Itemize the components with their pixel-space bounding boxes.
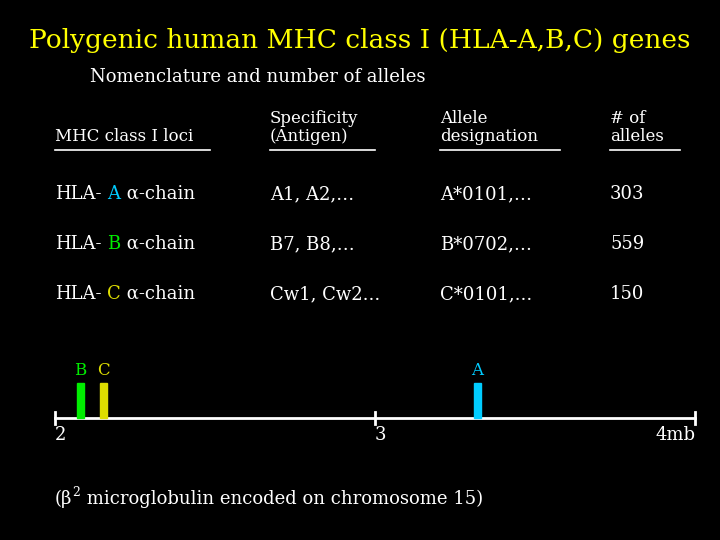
Text: α-chain: α-chain bbox=[121, 285, 195, 303]
Text: Polygenic human MHC class I (HLA-A,B,C) genes: Polygenic human MHC class I (HLA-A,B,C) … bbox=[30, 28, 690, 53]
Text: microglobulin encoded on chromosome 15): microglobulin encoded on chromosome 15) bbox=[81, 490, 483, 508]
Text: Specificity: Specificity bbox=[270, 110, 359, 127]
Text: A: A bbox=[472, 362, 483, 379]
Text: 4mb: 4mb bbox=[655, 426, 695, 444]
Text: HLA-: HLA- bbox=[55, 285, 102, 303]
Text: α-chain: α-chain bbox=[121, 185, 195, 203]
Text: B*0702,…: B*0702,… bbox=[440, 235, 532, 253]
Text: B7, B8,…: B7, B8,… bbox=[270, 235, 355, 253]
Text: A: A bbox=[107, 185, 120, 203]
Text: Cw1, Cw2...: Cw1, Cw2... bbox=[270, 285, 380, 303]
Text: designation: designation bbox=[440, 128, 538, 145]
Text: B: B bbox=[107, 235, 120, 253]
Text: 3: 3 bbox=[375, 426, 387, 444]
Text: Nomenclature and number of alleles: Nomenclature and number of alleles bbox=[90, 68, 426, 86]
Text: alleles: alleles bbox=[610, 128, 664, 145]
Text: 150: 150 bbox=[610, 285, 644, 303]
Text: B: B bbox=[74, 362, 86, 379]
Text: C: C bbox=[96, 362, 109, 379]
Text: 2: 2 bbox=[55, 426, 66, 444]
Text: (β: (β bbox=[55, 490, 73, 508]
Bar bbox=[77, 383, 84, 418]
Text: 303: 303 bbox=[610, 185, 644, 203]
Text: HLA-: HLA- bbox=[55, 235, 102, 253]
Text: C*0101,...: C*0101,... bbox=[440, 285, 532, 303]
Text: MHC class I loci: MHC class I loci bbox=[55, 128, 193, 145]
Text: (Antigen): (Antigen) bbox=[270, 128, 348, 145]
Text: A*0101,…: A*0101,… bbox=[440, 185, 532, 203]
Text: HLA-: HLA- bbox=[55, 185, 102, 203]
Bar bbox=[99, 383, 107, 418]
Bar bbox=[474, 383, 481, 418]
Text: 2: 2 bbox=[72, 486, 80, 499]
Text: Allele: Allele bbox=[440, 110, 487, 127]
Text: C: C bbox=[107, 285, 121, 303]
Text: # of: # of bbox=[610, 110, 645, 127]
Text: 559: 559 bbox=[610, 235, 644, 253]
Text: A1, A2,…: A1, A2,… bbox=[270, 185, 354, 203]
Text: α-chain: α-chain bbox=[121, 235, 195, 253]
